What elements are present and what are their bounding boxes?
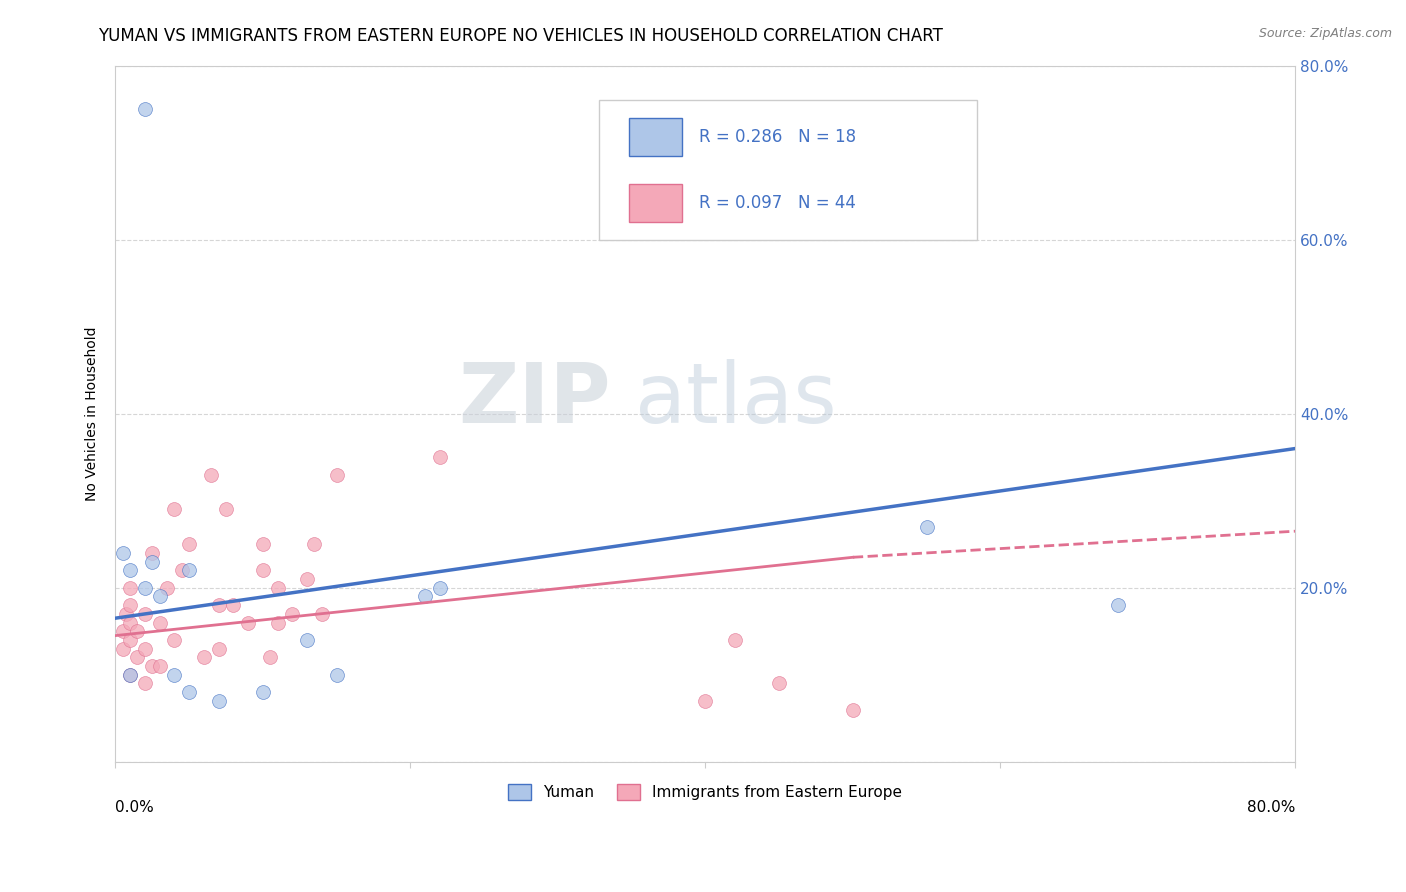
Text: atlas: atlas	[634, 359, 837, 441]
Point	[177, 563, 200, 577]
Point	[207, 641, 229, 656]
Y-axis label: No Vehicles in Household: No Vehicles in Household	[86, 326, 100, 501]
Point	[295, 572, 318, 586]
Point	[252, 685, 274, 699]
Point	[141, 555, 163, 569]
Legend: Yuman, Immigrants from Eastern Europe: Yuman, Immigrants from Eastern Europe	[502, 778, 908, 806]
Point	[134, 581, 156, 595]
Point	[200, 467, 222, 482]
Point	[222, 598, 245, 612]
Point	[163, 667, 186, 681]
Point	[207, 694, 229, 708]
Point	[177, 685, 200, 699]
Point	[163, 502, 186, 516]
Point	[134, 102, 156, 116]
Point	[768, 676, 790, 690]
Point	[207, 598, 229, 612]
Point	[304, 537, 326, 551]
Point	[259, 650, 281, 665]
Point	[134, 607, 156, 621]
Point	[724, 632, 747, 647]
Point	[252, 537, 274, 551]
Point	[118, 667, 141, 681]
Point	[114, 607, 136, 621]
Point	[295, 632, 318, 647]
Point	[127, 650, 149, 665]
Point	[325, 467, 347, 482]
Point	[266, 615, 288, 630]
Point	[148, 590, 170, 604]
Point	[134, 676, 156, 690]
Point	[193, 650, 215, 665]
Point	[281, 607, 304, 621]
Point	[170, 563, 193, 577]
Point	[127, 624, 149, 639]
Point	[111, 546, 134, 560]
Point	[413, 590, 436, 604]
Point	[111, 641, 134, 656]
Point	[163, 632, 186, 647]
Point	[311, 607, 333, 621]
Point	[134, 641, 156, 656]
Point	[156, 581, 179, 595]
Point	[266, 581, 288, 595]
Text: R = 0.097   N = 44: R = 0.097 N = 44	[699, 194, 856, 212]
Point	[1107, 598, 1129, 612]
Point	[111, 624, 134, 639]
Point	[118, 581, 141, 595]
Point	[118, 598, 141, 612]
Text: ZIP: ZIP	[458, 359, 612, 441]
FancyBboxPatch shape	[628, 184, 682, 222]
Point	[325, 667, 347, 681]
Point	[236, 615, 259, 630]
Point	[118, 632, 141, 647]
Text: 0.0%: 0.0%	[115, 800, 155, 815]
Point	[842, 702, 865, 716]
Point	[215, 502, 238, 516]
FancyBboxPatch shape	[599, 101, 977, 240]
Point	[141, 659, 163, 673]
Text: 80.0%: 80.0%	[1247, 800, 1295, 815]
Point	[429, 581, 451, 595]
Point	[915, 520, 938, 534]
Point	[429, 450, 451, 465]
Point	[148, 615, 170, 630]
Point	[118, 563, 141, 577]
FancyBboxPatch shape	[628, 118, 682, 156]
Point	[177, 537, 200, 551]
Point	[141, 546, 163, 560]
Point	[118, 615, 141, 630]
Point	[695, 694, 717, 708]
Point	[118, 667, 141, 681]
Text: Source: ZipAtlas.com: Source: ZipAtlas.com	[1258, 27, 1392, 40]
Point	[148, 659, 170, 673]
Text: R = 0.286   N = 18: R = 0.286 N = 18	[699, 128, 856, 146]
Text: YUMAN VS IMMIGRANTS FROM EASTERN EUROPE NO VEHICLES IN HOUSEHOLD CORRELATION CHA: YUMAN VS IMMIGRANTS FROM EASTERN EUROPE …	[98, 27, 943, 45]
Point	[252, 563, 274, 577]
